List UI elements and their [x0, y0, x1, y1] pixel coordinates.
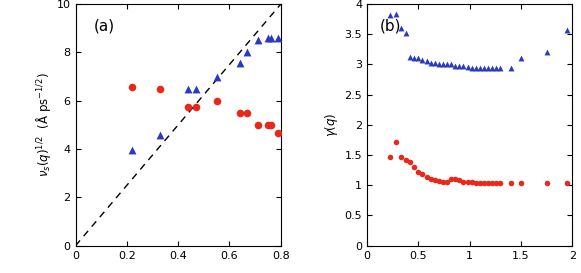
- Point: [467, 180, 476, 185]
- Point: [542, 50, 551, 55]
- Point: [447, 62, 456, 67]
- Point: [517, 181, 526, 186]
- Point: [418, 172, 427, 177]
- Point: [414, 56, 423, 61]
- Point: [438, 179, 447, 184]
- Point: [459, 64, 468, 69]
- Point: [391, 12, 400, 17]
- Point: [266, 123, 275, 127]
- Point: [455, 64, 464, 69]
- Point: [479, 65, 489, 70]
- Point: [243, 111, 252, 115]
- Point: [442, 62, 451, 67]
- Point: [487, 65, 497, 70]
- Point: [127, 148, 137, 152]
- Point: [410, 56, 419, 60]
- Point: [235, 111, 245, 115]
- Point: [496, 65, 505, 70]
- Point: [496, 181, 505, 186]
- Point: [253, 123, 263, 127]
- Point: [492, 181, 501, 186]
- Y-axis label: $\nu_s(q)^{1/2}$  (Å ps$^{-1/2}$): $\nu_s(q)^{1/2}$ (Å ps$^{-1/2}$): [34, 73, 52, 177]
- Point: [192, 87, 201, 91]
- Point: [243, 50, 252, 55]
- Point: [438, 62, 447, 67]
- Point: [562, 181, 572, 186]
- Point: [562, 28, 572, 32]
- Point: [426, 177, 435, 182]
- Point: [442, 180, 451, 185]
- Point: [127, 85, 137, 90]
- Point: [212, 75, 221, 79]
- Point: [396, 155, 406, 159]
- Text: (a): (a): [94, 19, 115, 34]
- Point: [434, 62, 443, 66]
- Point: [447, 177, 456, 182]
- Point: [451, 177, 460, 182]
- Point: [475, 65, 485, 70]
- Point: [483, 65, 493, 70]
- Point: [506, 181, 515, 186]
- Point: [391, 140, 400, 144]
- Point: [475, 181, 485, 185]
- Point: [263, 123, 272, 127]
- Point: [487, 181, 497, 186]
- Point: [414, 170, 423, 174]
- Point: [410, 165, 419, 169]
- Point: [401, 158, 411, 162]
- Point: [483, 181, 493, 185]
- Point: [463, 180, 472, 185]
- Point: [463, 65, 472, 69]
- Point: [212, 99, 221, 103]
- Point: [459, 179, 468, 184]
- Point: [455, 178, 464, 183]
- Point: [506, 65, 515, 70]
- Point: [479, 181, 489, 185]
- Point: [266, 36, 275, 40]
- Point: [235, 61, 245, 66]
- Point: [471, 65, 480, 70]
- Point: [274, 131, 283, 135]
- Point: [385, 13, 394, 17]
- Point: [426, 61, 435, 65]
- Point: [396, 26, 406, 31]
- Point: [184, 105, 193, 109]
- Point: [385, 155, 394, 159]
- Point: [422, 59, 431, 64]
- Point: [517, 56, 526, 61]
- Point: [471, 181, 480, 185]
- Point: [192, 105, 201, 109]
- Point: [430, 178, 439, 183]
- Point: [467, 65, 476, 70]
- Point: [184, 87, 193, 91]
- Point: [418, 58, 427, 63]
- Point: [434, 179, 443, 183]
- Point: [542, 181, 551, 186]
- Point: [156, 87, 165, 91]
- Point: [430, 61, 439, 65]
- Point: [422, 175, 431, 179]
- Point: [492, 65, 501, 70]
- Text: (b): (b): [379, 19, 401, 34]
- Point: [253, 38, 263, 43]
- Point: [451, 64, 460, 68]
- Point: [274, 36, 283, 40]
- Point: [263, 36, 272, 40]
- Point: [401, 31, 411, 35]
- Point: [406, 160, 415, 165]
- Point: [406, 55, 415, 60]
- Point: [156, 132, 165, 137]
- Y-axis label: $\gamma(q)$: $\gamma(q)$: [323, 112, 340, 137]
